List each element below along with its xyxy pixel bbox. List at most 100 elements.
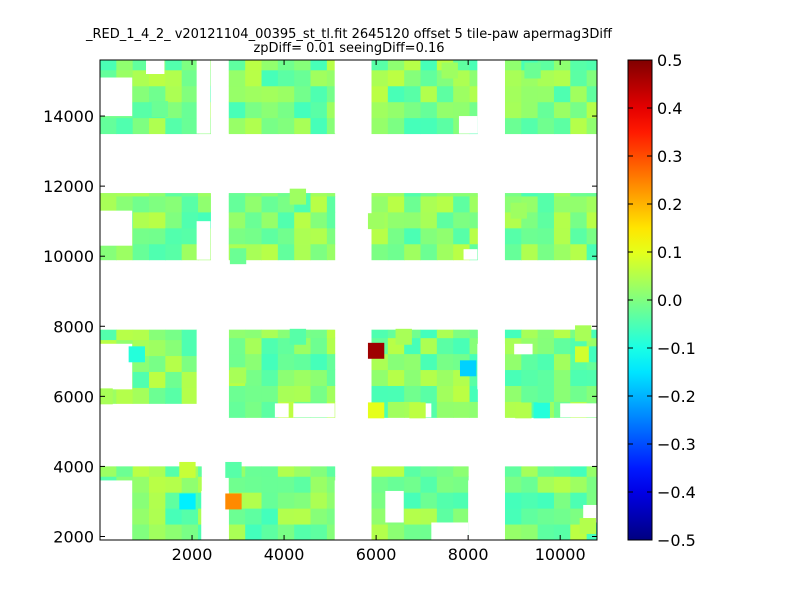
heatmap-cell <box>245 466 263 477</box>
colorbar-tick-label: −0.5 <box>657 531 696 550</box>
heatmap-cell <box>371 193 389 197</box>
heatmap-cell <box>181 371 198 388</box>
heatmap-cell <box>149 339 166 357</box>
heatmap-cell <box>165 60 183 71</box>
heatmap-cell <box>469 101 478 119</box>
heatmap-cell <box>294 60 312 71</box>
heatmap-cell <box>404 227 422 245</box>
heatmap-cell <box>310 353 328 371</box>
heatmap-cell <box>228 329 246 339</box>
heatmap-cell <box>132 243 150 261</box>
heatmap-cell <box>553 195 571 213</box>
heatmap-cell-highlight <box>533 402 550 419</box>
heatmap-cell <box>165 329 183 341</box>
heatmap-cell <box>165 227 183 245</box>
heatmap-cell <box>537 385 555 402</box>
missing-cell <box>334 60 372 134</box>
colorbar-tick-label: 0.3 <box>657 147 682 166</box>
heatmap-cell <box>387 243 405 261</box>
heatmap-cell <box>420 466 438 477</box>
heatmap-cell <box>586 227 597 245</box>
heatmap-cell-highlight <box>510 202 527 219</box>
heatmap-cell <box>294 508 312 525</box>
heatmap-cell <box>261 476 279 493</box>
heatmap-cell <box>245 117 263 135</box>
heatmap-cell <box>310 193 328 197</box>
y-tick-label: 12000 <box>43 177 94 196</box>
heatmap-cell <box>149 476 166 493</box>
heatmap-cell <box>245 211 263 229</box>
heatmap-cell <box>245 195 263 213</box>
heatmap-cell <box>387 117 405 135</box>
heatmap-cell <box>310 466 328 477</box>
heatmap-cell <box>537 85 555 103</box>
heatmap-cell <box>553 193 571 197</box>
heatmap-cell <box>198 492 202 509</box>
heatmap-cell <box>436 211 454 229</box>
heatmap-cell <box>453 385 471 402</box>
heatmap-cell <box>132 60 150 71</box>
heatmap-cell <box>261 524 279 540</box>
heatmap-cell <box>132 195 150 213</box>
heatmap-cell <box>453 508 469 525</box>
heatmap-cell <box>277 117 295 135</box>
missing-cell <box>201 490 229 540</box>
heatmap-cell <box>371 117 389 135</box>
heatmap-cell <box>277 476 295 493</box>
heatmap-cell <box>310 476 328 493</box>
heatmap-cell <box>198 476 202 493</box>
heatmap-cell <box>387 466 405 477</box>
heatmap-cell <box>469 337 478 355</box>
missing-cell <box>477 343 505 390</box>
heatmap-cell <box>277 492 295 509</box>
heatmap-cell <box>420 60 438 71</box>
heatmap-cell <box>181 339 198 357</box>
heatmap-cell <box>420 369 438 386</box>
heatmap-cell <box>586 195 597 213</box>
heatmap-cell-highlight <box>409 402 426 419</box>
colorbar-tick-label: −0.2 <box>657 387 696 406</box>
heatmap-cell <box>420 385 438 402</box>
heatmap-cell <box>116 329 134 341</box>
heatmap-cell <box>149 193 166 197</box>
heatmap-cell <box>553 60 571 71</box>
heatmap-cell <box>310 329 328 339</box>
heatmap-cell <box>149 195 166 213</box>
heatmap-cell-highlight <box>151 101 168 118</box>
heatmap-cell <box>521 85 539 103</box>
heatmap-cell-highlight <box>100 388 113 405</box>
heatmap-cell <box>165 508 183 525</box>
heatmap-cell <box>261 195 279 213</box>
heatmap-cell <box>245 101 263 119</box>
heatmap-cell <box>277 69 295 87</box>
heatmap-cell <box>586 466 597 477</box>
colorbar-tick-label: 0.0 <box>657 291 682 310</box>
heatmap-cell <box>553 353 571 371</box>
heatmap-cell <box>326 69 336 87</box>
heatmap-cell-highlight <box>441 62 458 79</box>
y-tick-label: 10000 <box>43 247 94 266</box>
heatmap-cell <box>504 524 522 540</box>
heatmap-cell <box>387 401 405 418</box>
heatmap-cell <box>404 329 422 339</box>
missing-cell <box>100 343 133 390</box>
heatmap-cell <box>132 193 150 197</box>
y-tick-label: 4000 <box>53 457 94 476</box>
heatmap-cell <box>570 85 588 103</box>
colorbar-tick-label: −0.4 <box>657 483 696 502</box>
heatmap-cell <box>261 243 279 261</box>
heatmap-cell <box>116 387 134 404</box>
heatmap-cell <box>165 387 183 404</box>
heatmap-cell <box>326 369 336 386</box>
colorbar-tick-label: 0.1 <box>657 243 682 262</box>
heatmap-cell <box>453 492 469 509</box>
heatmap-cell-highlight <box>579 518 596 534</box>
heatmap-cell <box>261 385 279 402</box>
heatmap-cell <box>245 69 263 87</box>
heatmap-cell <box>570 117 588 135</box>
heatmap-cell <box>132 524 150 540</box>
heatmap-cell <box>261 60 279 71</box>
heatmap-cell <box>261 101 279 119</box>
missing-cell <box>463 249 478 260</box>
heatmap-cell <box>553 492 571 509</box>
